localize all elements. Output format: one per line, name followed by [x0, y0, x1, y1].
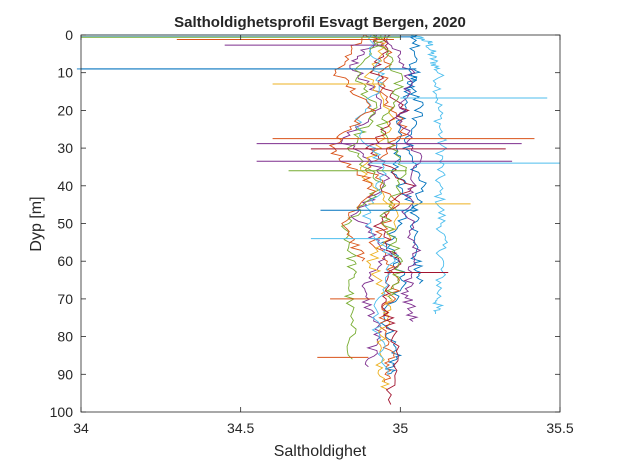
series-line-5: [340, 34, 387, 360]
y-tick-label: 10: [57, 65, 73, 81]
y-tick-label: 50: [57, 216, 73, 232]
x-axis: 34 34.5 35 35.5: [73, 35, 574, 436]
series-line-8: [401, 34, 427, 285]
series-line-10: [386, 34, 423, 322]
series-line-9: [354, 34, 396, 375]
x-tick-label: 34: [73, 420, 89, 436]
y-tick-label: 20: [57, 102, 73, 118]
plot-background: [81, 35, 560, 412]
y-tick-label: 60: [57, 253, 73, 269]
y-tick-label: 40: [57, 178, 73, 194]
x-axis-label: Saltholdighet: [274, 443, 367, 460]
x-tick-label: 35: [393, 420, 409, 436]
chart-title: Saltholdighetsprofil Esvagt Bergen, 2020: [174, 14, 466, 31]
y-tick-label: 80: [57, 329, 73, 345]
y-tick-label: 30: [57, 140, 73, 156]
y-tick-label: 90: [57, 366, 73, 382]
series-line-11: [328, 34, 377, 262]
y-tick-label: 100: [50, 404, 74, 420]
y-axis: 0 10 20 30 40 50 60 70 80 90 100: [50, 27, 560, 420]
y-axis-label: Dyp [m]: [28, 196, 45, 251]
series-line-6: [360, 34, 399, 390]
series-line-1: [82, 34, 449, 315]
x-tick-label: 35.5: [546, 420, 573, 436]
series-layer: [76, 34, 449, 405]
y-tick-label: 70: [57, 291, 73, 307]
x-tick-label: 34.5: [227, 420, 254, 436]
series-line-3: [364, 34, 409, 382]
plot-area: [76, 34, 561, 413]
y-tick-label: 0: [65, 27, 73, 43]
